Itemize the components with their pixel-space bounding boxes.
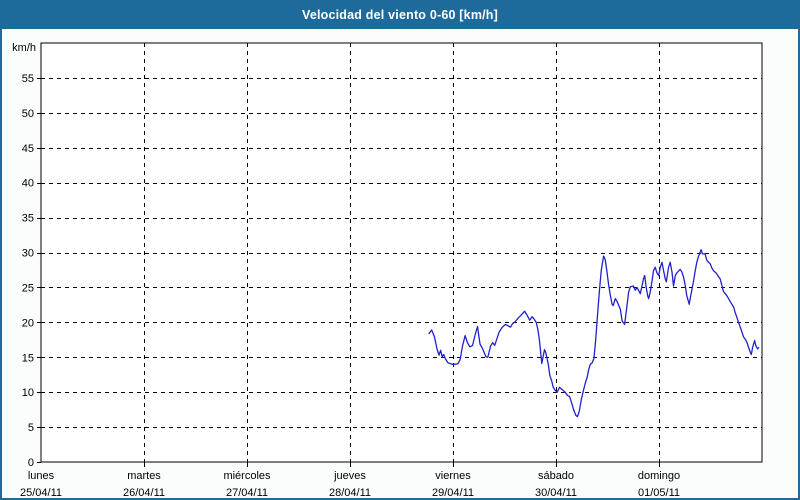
x-axis-day-label: martes xyxy=(127,470,161,482)
y-axis-label: 30 xyxy=(22,248,34,260)
x-axis-day-label: sábado xyxy=(538,470,574,482)
x-axis-date-label: 25/04/11 xyxy=(20,487,62,499)
y-axis-label: 55 xyxy=(22,73,34,85)
x-axis-date-label: 29/04/11 xyxy=(432,487,474,499)
y-axis-label: 35 xyxy=(22,213,34,225)
y-axis-label: 25 xyxy=(22,282,34,294)
x-axis-date-label: 30/04/11 xyxy=(535,487,577,499)
x-axis-day-label: lunes xyxy=(28,470,55,482)
y-axis-label: 15 xyxy=(22,352,34,364)
wind-speed-series-line xyxy=(428,249,760,418)
x-axis-day-label: domingo xyxy=(638,470,680,482)
y-axis-label: 0 xyxy=(28,457,34,469)
x-axis-day-label: miércoles xyxy=(223,470,271,482)
x-axis-day-label: viernes xyxy=(435,470,471,482)
x-axis-date-label: 27/04/11 xyxy=(226,487,268,499)
y-axis-label: 5 xyxy=(28,422,34,434)
x-axis-date-label: 26/04/11 xyxy=(123,487,165,499)
y-axis-label: 45 xyxy=(22,143,34,155)
y-axis-unit-label: km/h xyxy=(12,42,36,54)
y-axis-label: 10 xyxy=(22,387,34,399)
x-axis-date-label: 28/04/11 xyxy=(329,487,371,499)
y-axis-label: 50 xyxy=(22,108,34,120)
plot-area xyxy=(40,42,763,463)
x-axis-date-label: 01/05/11 xyxy=(638,487,680,499)
title-bar: Velocidad del viento 0-60 [km/h] xyxy=(2,2,798,29)
y-axis-label: 40 xyxy=(22,178,34,190)
y-axis-label: 20 xyxy=(22,317,34,329)
x-axis-day-label: jueves xyxy=(333,470,366,482)
window-title: Velocidad del viento 0-60 [km/h] xyxy=(301,8,499,22)
